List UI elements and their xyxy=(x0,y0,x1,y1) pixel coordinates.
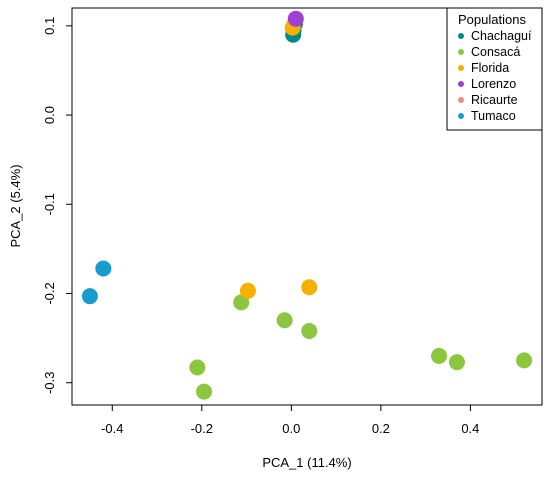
x-tick-label: -0.4 xyxy=(101,421,123,436)
x-tick-label: -0.2 xyxy=(191,421,213,436)
data-point-consaca xyxy=(276,312,293,329)
legend-label: Chachaguí xyxy=(471,29,532,43)
x-tick-label: 0.4 xyxy=(461,421,479,436)
legend-label: Lorenzo xyxy=(471,77,516,91)
legend-marker xyxy=(458,113,464,119)
y-axis-label: PCA_2 (5.4%) xyxy=(8,164,23,247)
y-tick-label: -0.1 xyxy=(42,193,57,215)
data-point-consaca xyxy=(448,354,465,371)
x-axis: -0.4 -0.2 0.0 0.2 0.4 xyxy=(101,405,479,436)
legend-marker xyxy=(458,81,464,87)
y-tick-label: -0.3 xyxy=(42,371,57,393)
legend-marker xyxy=(458,33,464,39)
plot-area-frame xyxy=(71,7,543,406)
x-tick-label: 0.2 xyxy=(372,421,390,436)
legend-marker xyxy=(458,97,464,103)
legend-title: Populations xyxy=(458,12,526,27)
y-tick-label: 0.1 xyxy=(42,17,57,35)
data-point-tumaco xyxy=(81,288,98,305)
legend-marker xyxy=(458,65,464,71)
x-axis-label: PCA_1 (11.4%) xyxy=(262,455,351,470)
data-point-consaca xyxy=(196,383,213,400)
data-point-consaca xyxy=(516,352,533,369)
legend-label: Tumaco xyxy=(471,109,516,123)
legend-label: Ricaurte xyxy=(471,93,518,107)
data-point-florida xyxy=(239,282,256,299)
legend: Populations Chachaguí Consacá Florida Loren… xyxy=(446,7,543,131)
data-point-lorenzo xyxy=(287,10,304,27)
legend-marker xyxy=(458,49,464,55)
legend-label: Florida xyxy=(471,61,509,75)
data-point-consaca xyxy=(301,322,318,339)
data-point-tumaco xyxy=(95,260,112,277)
data-point-consaca xyxy=(233,294,250,311)
data-point-consaca xyxy=(189,359,206,376)
data-points xyxy=(81,10,533,400)
x-tick-label: 0.0 xyxy=(282,421,300,436)
y-axis: -0.3 -0.2 -0.1 0.0 0.1 xyxy=(42,17,72,394)
y-tick-label: -0.2 xyxy=(42,282,57,304)
data-point-florida xyxy=(301,279,318,296)
data-point-consaca xyxy=(431,347,448,364)
legend-label: Consacá xyxy=(471,45,520,59)
y-tick-label: 0.0 xyxy=(42,106,57,124)
